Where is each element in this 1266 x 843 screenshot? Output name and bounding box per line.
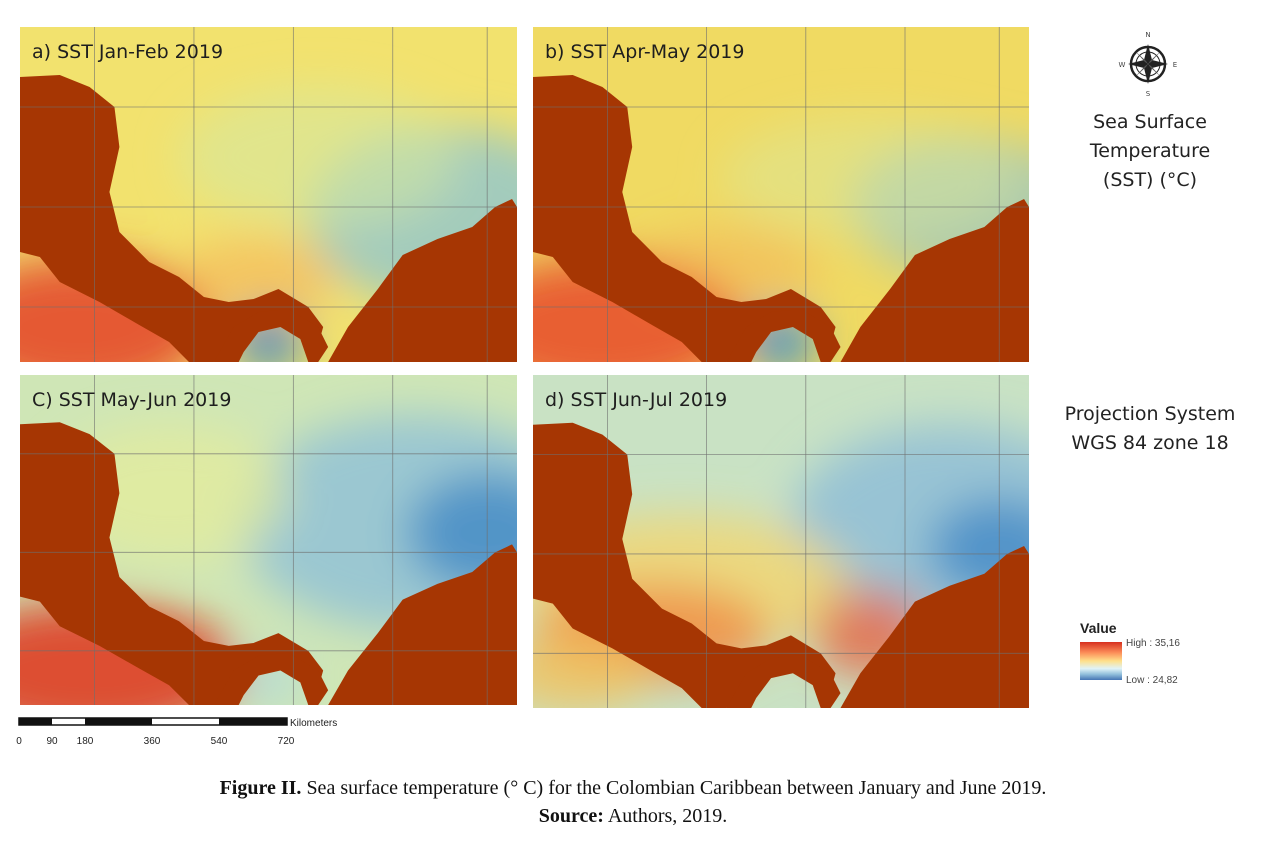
legend-color-ramp [1080,642,1122,680]
map-panel-c: C) SST May-Jun 2019 [20,375,517,705]
compass-s: S [1146,90,1151,98]
caption-line-2: Source: Authors, 2019. [0,802,1266,830]
central-america-land [20,422,324,705]
caption-line-1: Figure II. Sea surface temperature (° C)… [0,774,1266,802]
caption-figure-text: Sea surface temperature (° C) for the Co… [301,777,1047,799]
map-panel-b: b) SST Apr-May 2019 [533,27,1029,362]
central-america-land [533,75,836,362]
sst-title-line-1: Sea Surface [1093,111,1207,133]
compass-e: E [1173,61,1177,69]
scale-tick-540: 540 [211,736,228,747]
colombia-venezuela-land [840,545,1029,708]
central-america-land [533,422,836,708]
scale-tick-0: 0 [16,736,22,747]
caption-figure-label: Figure II. [219,777,302,799]
panama-isthmus-land [726,655,841,708]
scale-tick-180: 180 [77,736,94,747]
central-america-land [20,75,324,362]
sst-map-a [20,27,517,362]
map-panel-d: d) SST Jun-Jul 2019 [533,375,1029,708]
scale-bar: Kilometers 0 90 180 360 540 720 [16,717,337,747]
panama-isthmus-land [213,309,329,362]
graticule [533,27,1029,362]
legend-low-label: Low : 24,82 [1126,675,1178,686]
sst-map-c [20,375,517,705]
sst-map-d [533,375,1029,708]
sst-legend-title: Sea Surface Temperature (SST) (°C) [1070,108,1230,195]
map-panel-a: a) SST Jan-Feb 2019 [20,27,517,362]
sst-map-b [533,27,1029,362]
projection-info: Projection System WGS 84 zone 18 [1050,400,1250,458]
value-legend: Value High : 35,16 Low : 24,82 [1080,620,1240,690]
legend-high-label: High : 35,16 [1126,638,1180,649]
colombia-venezuela-land [840,199,1029,362]
compass-w: W [1119,61,1126,69]
sst-region [721,117,1020,237]
caption-source-text: Authors, 2019. [603,805,728,827]
panel-title-c: C) SST May-Jun 2019 [32,389,232,411]
projection-line-2: WGS 84 zone 18 [1071,432,1229,454]
scale-unit: Kilometers [290,718,337,729]
sst-region [179,237,339,317]
sst-title-line-3: (SST) (°C) [1102,169,1198,191]
graticule [533,375,1029,708]
panel-title-a: a) SST Jan-Feb 2019 [32,41,224,63]
caption-source-label: Source: [538,805,604,827]
panel-title-d: d) SST Jun-Jul 2019 [545,389,728,411]
figure-caption: Figure II. Sea surface temperature (° C)… [0,774,1266,830]
compass-rose-icon: N S W E [1119,31,1178,98]
panama-isthmus-land [213,652,329,705]
legend-value-label: Value [1080,620,1117,636]
panel-title-b: b) SST Apr-May 2019 [545,41,745,63]
graticule [20,375,517,705]
scale-tick-720: 720 [278,736,295,747]
colombia-venezuela-land [328,199,517,362]
sst-title-line-2: Temperature [1089,140,1211,162]
compass-n: N [1145,31,1150,39]
panama-isthmus-land [726,309,841,362]
graticule [20,27,517,362]
projection-line-1: Projection System [1064,403,1236,425]
colombia-venezuela-land [328,544,517,705]
scale-tick-360: 360 [144,736,161,747]
scale-tick-90: 90 [46,736,58,747]
sst-region [179,87,458,227]
